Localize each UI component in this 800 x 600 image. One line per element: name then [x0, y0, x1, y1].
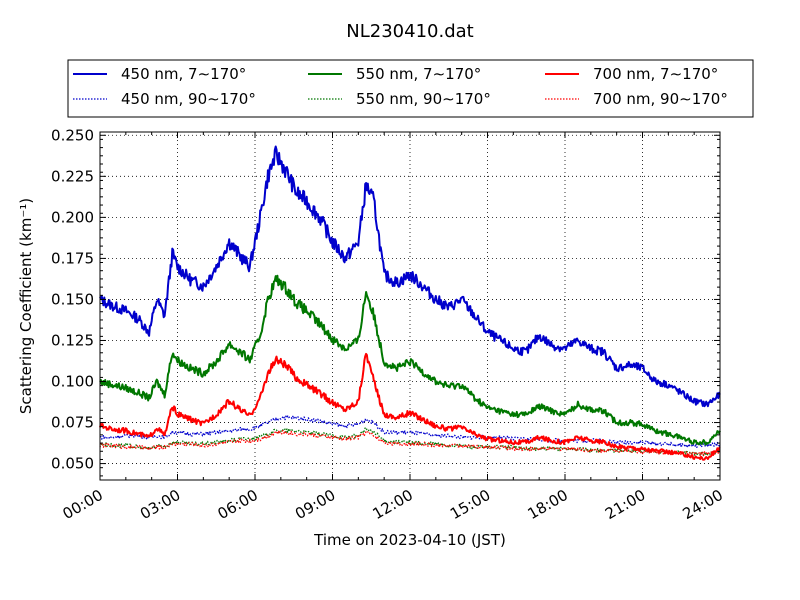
series-line-2 — [99, 274, 721, 446]
y-tick-label: 0.075 — [51, 414, 94, 432]
series-group — [99, 145, 721, 461]
legend-label: 700 nm, 90∼170° — [593, 90, 728, 108]
x-tick-label: 24:00 — [680, 486, 726, 523]
y-tick-label: 0.100 — [51, 373, 94, 391]
y-tick-label: 0.150 — [51, 290, 94, 308]
x-tick-label: 21:00 — [602, 486, 648, 523]
legend-label: 450 nm, 90∼170° — [121, 90, 256, 108]
x-tick-label: 15:00 — [447, 486, 493, 523]
y-axis-label: Scattering Coefficient (km⁻¹) — [17, 198, 35, 414]
chart-title: NL230410.dat — [346, 21, 473, 42]
y-tick-label: 0.250 — [51, 126, 94, 144]
y-tick-label: 0.125 — [51, 331, 94, 349]
x-tick-label: 18:00 — [525, 486, 571, 523]
legend-label: 550 nm, 7∼170° — [356, 65, 481, 83]
series-line-0 — [99, 145, 721, 408]
series-line-4 — [99, 352, 721, 461]
legend-frame — [67, 59, 754, 118]
y-tick-label: 0.225 — [51, 167, 94, 185]
y-tick-label: 0.050 — [51, 455, 94, 473]
x-tick-label: 00:00 — [60, 486, 106, 523]
y-tick-label: 0.200 — [51, 208, 94, 226]
x-tick-label: 12:00 — [370, 486, 416, 523]
x-tick-label: 06:00 — [215, 486, 261, 523]
legend-label: 550 nm, 90∼170° — [356, 90, 491, 108]
x-axis-label: Time on 2023-04-10 (JST) — [313, 531, 506, 549]
plot-frame — [99, 131, 721, 481]
y-tick-label: 0.175 — [51, 249, 94, 267]
legend-label: 700 nm, 7∼170° — [593, 65, 718, 83]
series-line-5 — [99, 429, 721, 457]
legend: 450 nm, 7∼170° 450 nm, 90∼170° 550 nm, 7∼1… — [67, 59, 754, 118]
x-tick-label: 09:00 — [292, 486, 338, 523]
legend-label: 450 nm, 7∼170° — [121, 65, 246, 83]
x-tick-label: 03:00 — [137, 486, 183, 523]
grid — [100, 132, 720, 480]
series-line-1 — [99, 415, 721, 449]
